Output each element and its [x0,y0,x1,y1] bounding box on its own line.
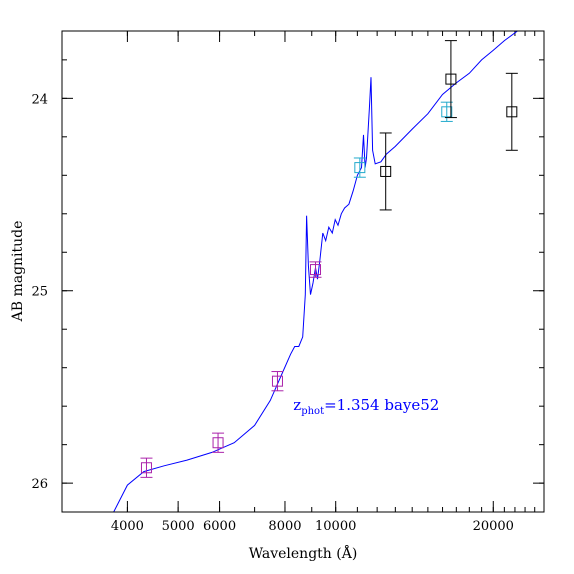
plot-frame [61,30,545,513]
annotation-prefix: z [293,396,301,414]
photometry-point [353,157,366,178]
data-marker [441,106,453,118]
photometric-redshift-label: zphot=1.354 baye52 [293,396,439,417]
x-tick-label: 6000 [203,519,236,534]
model-sed-curve [113,31,519,512]
photometry-point [212,432,225,453]
data-marker [140,462,152,474]
x-axis-label: Wavelength (Å) [249,544,358,562]
photometry-point [271,371,284,392]
x-tick-label: 8000 [268,519,301,534]
photometry-point [505,72,518,151]
y-tick-label: 26 [31,477,48,492]
y-tick-label: 24 [31,92,48,107]
x-tick-label: 4000 [111,519,144,534]
x-tick-label: 5000 [162,519,195,534]
ticks-layer [61,31,545,512]
data-marker [271,375,283,387]
data-marker [212,437,224,449]
photometry-point [309,261,322,278]
photometry-point [444,40,457,119]
data-marker [354,162,366,174]
y-tick-label: 25 [31,285,48,300]
annotation-subscript: phot [301,406,324,417]
data-marker [310,264,322,276]
data-marker [506,106,518,118]
photometry-point [379,132,392,211]
model-curve-layer [113,31,519,512]
annotation-text: =1.354 baye52 [324,396,439,414]
x-tick-label: 20000 [473,519,514,534]
photometry-point [140,457,153,478]
y-axis-label: AB magnitude [10,221,26,323]
x-tick-label: 10000 [315,519,356,534]
data-marker [445,73,457,85]
data-marker [380,165,392,177]
tick-labels-layer: 4000 5000 6000 8000 10000 20000 24 25 26 [31,92,513,534]
photometry-layer [140,40,518,478]
